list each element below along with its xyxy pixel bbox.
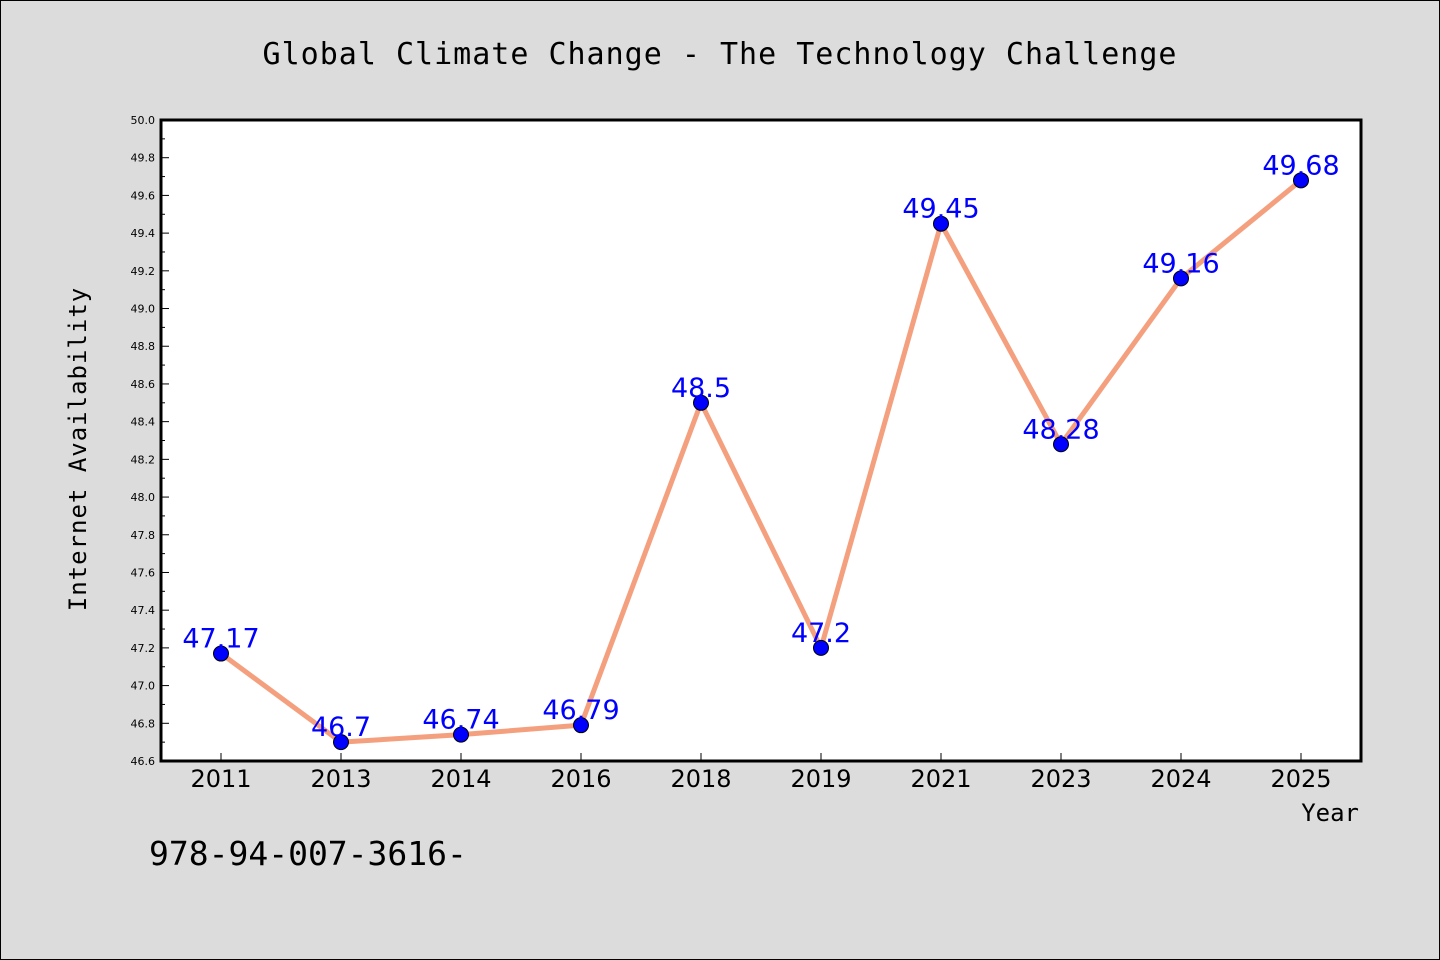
y-tick-label: 47.2 [131, 642, 156, 655]
y-tick-label: 46.8 [131, 717, 156, 730]
footnote-text: 978-94-007-3616- [149, 834, 467, 873]
data-point [1173, 270, 1189, 287]
y-tick-label: 47.0 [131, 680, 156, 693]
data-point [573, 717, 589, 734]
y-tick-label: 49.2 [131, 265, 156, 278]
y-tick-label: 47.6 [131, 566, 156, 579]
data-label: 49.16 [1142, 248, 1219, 279]
data-point [1293, 172, 1309, 189]
y-tick-label: 47.4 [131, 604, 156, 617]
x-axis: 2011 2013 2014 2016 2018 2019 2021 2023 2024 2025 [190, 753, 1332, 793]
y-tick-label: 47.8 [131, 529, 156, 542]
data-label: 46.79 [542, 695, 619, 726]
data-label: 46.74 [422, 705, 499, 736]
plot-area [161, 120, 1361, 761]
x-tick-label: 2024 [1150, 765, 1211, 793]
data-label: 49.68 [1262, 150, 1339, 181]
x-tick-label: 2019 [790, 765, 851, 793]
data-point [213, 645, 229, 662]
y-tick-label: 48.2 [131, 453, 156, 466]
data-point [813, 639, 829, 656]
data-point [333, 734, 349, 751]
data-label: 46.7 [311, 712, 371, 743]
y-axis: 46.6 46.8 47.0 47.2 47.4 47.6 47.8 48.0 48.2 48.4… [131, 114, 169, 768]
y-tick-label: 49.8 [131, 152, 156, 165]
x-tick-label: 2021 [910, 765, 971, 793]
y-tick-label: 48.8 [131, 340, 156, 353]
x-tick-label: 2013 [310, 765, 371, 793]
data-label: 47.17 [182, 624, 259, 655]
y-tick-label: 48.6 [131, 378, 156, 391]
data-point [933, 215, 949, 232]
y-tick-label: 48.0 [131, 491, 156, 504]
data-point [1053, 436, 1069, 453]
chart-title: Global Climate Change - The Technology C… [263, 37, 1178, 72]
series-line [218, 177, 1304, 745]
x-tick-label: 2014 [430, 765, 491, 793]
data-point [693, 394, 709, 411]
plot-frame [159, 118, 1363, 763]
y-tick-label: 49.4 [131, 227, 156, 240]
data-point [453, 726, 469, 743]
y-tick-label: 48.4 [131, 416, 156, 429]
y-tick-label: 49.6 [131, 189, 156, 202]
x-tick-label: 2011 [190, 765, 251, 793]
y-axis-label: Internet Availability [64, 287, 92, 611]
x-tick-label: 2016 [550, 765, 611, 793]
x-axis-label: Year [1301, 799, 1359, 827]
x-tick-label: 2025 [1270, 765, 1331, 793]
x-tick-label: 2023 [1030, 765, 1091, 793]
y-tick-label: 50.0 [131, 114, 156, 127]
x-tick-label: 2018 [670, 765, 731, 793]
data-label: 47.2 [791, 618, 851, 649]
y-tick-label: 49.0 [131, 303, 156, 316]
data-series: 47.17 46.7 46.74 46.79 48.5 47.2 49.45 48.28 49.… [182, 150, 1340, 751]
data-label: 49.45 [902, 194, 979, 225]
data-label: 48.28 [1022, 414, 1099, 445]
y-tick-label: 46.6 [131, 755, 156, 768]
data-label: 48.5 [671, 373, 731, 404]
